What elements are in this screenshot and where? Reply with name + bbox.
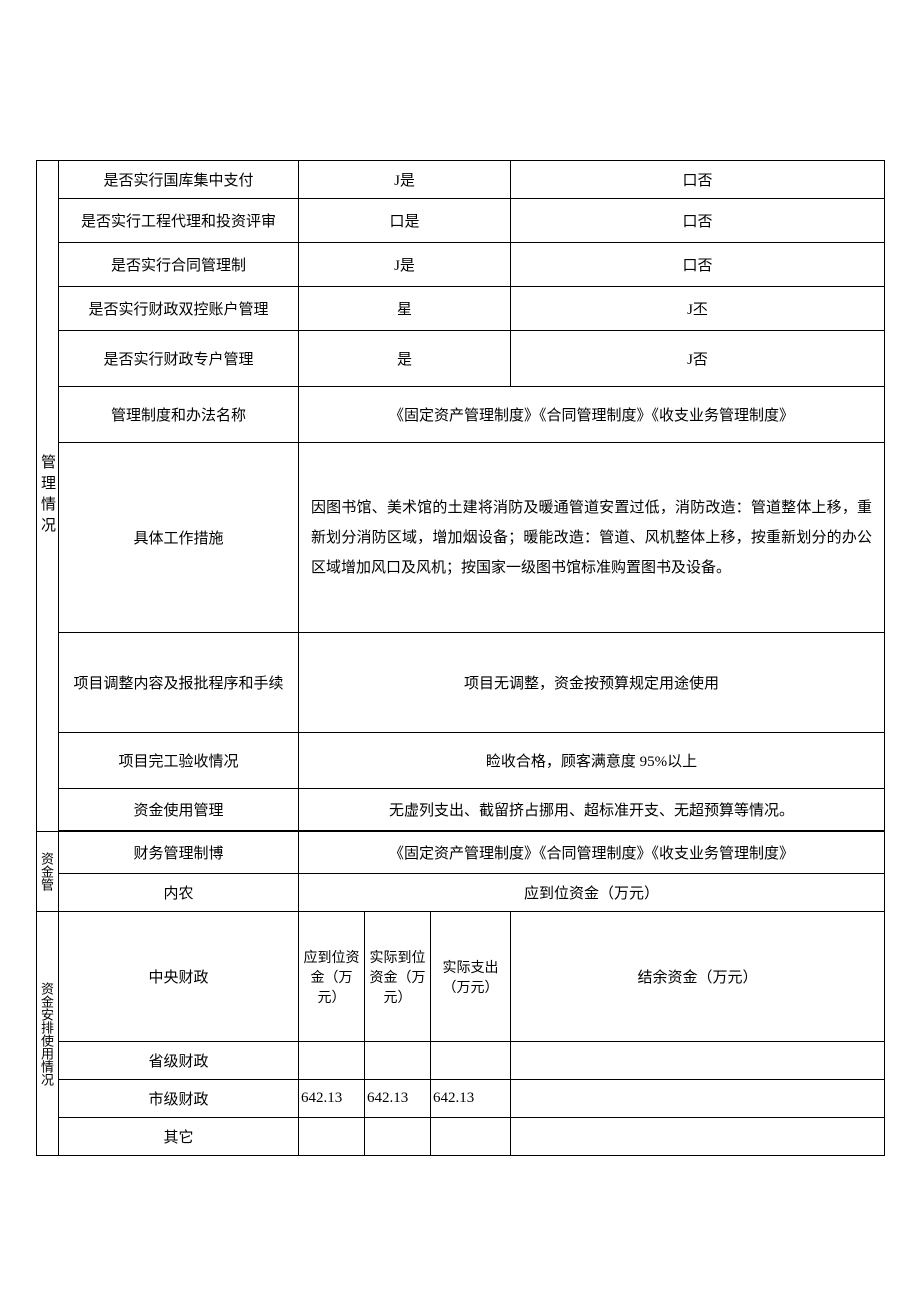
mgmt-system-name-value: 《固定资产管理制度》《合同管理制度》《收支业务管理制度》 [299,387,885,443]
mgmt-row-4-yes: 是 [299,331,511,387]
fundalloc-row-3-due [299,1118,365,1156]
mgmt-funduse-label: 资金使用管理 [59,789,299,831]
mgmt-row-0-yes: J是 [299,161,511,199]
mgmt-accept-label: 项目完工验收情况 [59,733,299,789]
mgmt-measures-label: 具体工作措施 [59,443,299,633]
fundalloc-row-2-actual: 642.13 [365,1080,431,1118]
fundalloc-colhdr-spent: 实际支出（万元） [431,912,511,1042]
mgmt-row-0-no: 口否 [511,161,885,199]
fundalloc-row-3-spent [431,1118,511,1156]
fundalloc-row-1-actual [365,1042,431,1080]
fundalloc-row-2-spent: 642.13 [431,1080,511,1118]
fundalloc-row-1-label: 省级财政 [59,1042,299,1080]
mgmt-row-4-no: J否 [511,331,885,387]
fundalloc-row-1-spent [431,1042,511,1080]
fundalloc-row-1-due [299,1042,365,1080]
fundmgmt-finsys-label: 财务管理制博 [59,832,299,874]
mgmt-system-name-label: 管理制度和办法名称 [59,387,299,443]
fundalloc-row-2-remain [511,1080,885,1118]
mgmt-row-1-yes: 口是 [299,199,511,243]
mgmt-row-0-label: 是否实行国库集中支付 [59,161,299,199]
fundalloc-row-3-remain [511,1118,885,1156]
fundalloc-colhdr-remain: 结余资金（万元） [511,912,885,1042]
document-page: 管理情况 是否实行国库集中支付 J是 口否 是否实行工程代理和投资评审 口是 口… [0,0,920,1301]
fundalloc-row-0-label: 中央财政 [59,912,299,1042]
mgmt-row-2-yes: J是 [299,243,511,287]
fundalloc-row-3-actual [365,1118,431,1156]
fundmgmt-inner-value: 应到位资金（万元） [299,874,885,912]
mgmt-funduse-value: 无虚列支出、截留挤占挪用、超标准开支、无超预算等情况。 [299,789,885,831]
mgmt-row-4-label: 是否实行财政专户管理 [59,331,299,387]
mgmt-adjust-label: 项目调整内容及报批程序和手续 [59,633,299,733]
fundalloc-colhdr-due: 应到位资金（万元） [299,912,365,1042]
mgmt-row-3-label: 是否实行财政双控账户管理 [59,287,299,331]
fundmgmt-side-label: 资金管 [37,832,59,912]
fundalloc-row-2-due: 642.13 [299,1080,365,1118]
mgmt-side-label: 管理情况 [37,161,59,832]
mgmt-adjust-value: 项目无调整，资金按预算规定用途使用 [299,633,885,733]
mgmt-row-3-no: J丕 [511,287,885,331]
fundmgmt-inner-label: 内农 [59,874,299,912]
fundalloc-row-3-label: 其它 [59,1118,299,1156]
mgmt-row-3-yes: 星 [299,287,511,331]
mgmt-accept-value: 睑收合格，顾客满意度 95%以上 [299,733,885,789]
fundalloc-colhdr-actual: 实际到位资金（万元） [365,912,431,1042]
mgmt-row-1-label: 是否实行工程代理和投资评审 [59,199,299,243]
mgmt-row-2-label: 是否实行合同管理制 [59,243,299,287]
mgmt-row-2-no: 口否 [511,243,885,287]
fundalloc-row-2-label: 市级财政 [59,1080,299,1118]
mgmt-measures-value: 因图书馆、美术馆的土建将消防及暖通管道安置过低，消防改造：管道整体上移，重新划分… [299,443,885,633]
main-table: 管理情况 是否实行国库集中支付 J是 口否 是否实行工程代理和投资评审 口是 口… [36,160,885,1156]
fundmgmt-finsys-value: 《固定资产管理制度》《合同管理制度》《收支业务管理制度》 [299,832,885,874]
fundalloc-row-1-remain [511,1042,885,1080]
mgmt-row-1-no: 口否 [511,199,885,243]
fundalloc-side-label: 资金安排使用情况 [37,912,59,1156]
